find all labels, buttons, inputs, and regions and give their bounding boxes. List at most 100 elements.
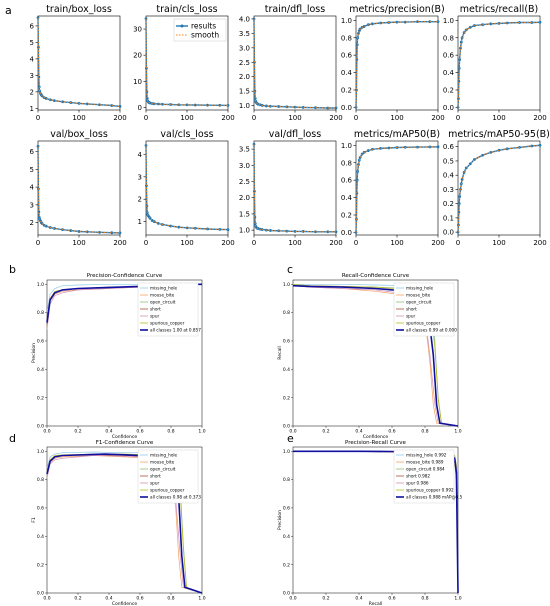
y-tick-label: 1 [30, 105, 34, 113]
results-point [314, 230, 317, 234]
y-tick-label: 0.8 [283, 310, 290, 316]
legend-label-3: short [150, 307, 161, 312]
x-tick-label: 0 [144, 239, 148, 247]
train-chart-9: metrics/mAP50-95(B) 0.0 0.1 0.2 0.3 0.4 0.5 0.6… [443, 129, 550, 247]
y-tick-label: 0.4 [283, 534, 290, 540]
y-tick-label: 6 [30, 22, 35, 30]
results-point [530, 21, 534, 24]
results-point [226, 104, 230, 107]
smooth-line [37, 146, 121, 234]
y-tick-label: 0.0 [37, 591, 44, 597]
results-point [387, 146, 391, 150]
smooth-line [37, 17, 121, 107]
y-tick-label: 0.2 [37, 562, 44, 568]
smooth-line [457, 144, 541, 233]
y-tick-label: 10 [133, 78, 142, 86]
x-tick-label: 0 [456, 239, 460, 247]
results-point [85, 102, 89, 106]
x-tick-label: 0.2 [74, 596, 81, 602]
results-point [293, 230, 297, 233]
panel-letter-c: c [287, 263, 293, 276]
results-point [110, 231, 114, 235]
y-tick-label: 2 [30, 219, 34, 227]
results-point [357, 32, 360, 35]
x-tick-label: 0.8 [421, 596, 428, 602]
x-tick-label: 0 [36, 114, 40, 122]
y-tick-label: 0.2 [341, 86, 352, 94]
results-point [497, 21, 501, 25]
results-point [177, 225, 181, 229]
y-tick-label: 0.0 [37, 424, 44, 430]
y-tick-label: 1.0 [239, 227, 250, 235]
y-axis-label: F1 [31, 517, 37, 523]
legend-label-0: missing_hole [150, 286, 178, 291]
y-tick-label: 0.4 [37, 367, 44, 373]
x-tick-label: 0.8 [421, 429, 428, 435]
y-tick-label: 2.0 [239, 73, 250, 81]
results-point [355, 43, 359, 47]
x-tick-label: 200 [431, 114, 444, 122]
x-tick-label: 200 [533, 114, 546, 122]
results-point [301, 230, 305, 233]
legend-label-5: spurious_copper [150, 321, 185, 326]
x-tick-label: 0.0 [43, 596, 50, 602]
y-tick-label: 3.5 [239, 146, 250, 154]
x-tick-label: 100 [180, 114, 193, 122]
chart-title: F1-Confidence Curve [96, 440, 154, 446]
y-tick-label: 20 [133, 52, 142, 60]
y-tick-label: 0.2 [283, 395, 290, 401]
y-tick-label: 0.8 [37, 477, 44, 483]
y-tick-label: 30 [133, 26, 142, 34]
results-point [145, 66, 148, 70]
chart-title: metrics/mAP50-95(B) [448, 129, 550, 140]
results-point [458, 195, 462, 198]
smooth-line [457, 21, 541, 108]
y-tick-label: 0.2 [37, 395, 44, 401]
legend-box [393, 282, 455, 337]
y-tick-label: 4 [138, 151, 143, 159]
y-tick-label: 2 [138, 196, 142, 204]
results-point [538, 143, 542, 147]
results-point [379, 146, 382, 150]
curve-chart-2: F1-Confidence Curve Confidence F1 0.0 0.2 0.4… [31, 440, 206, 606]
x-tick-label: 0 [36, 239, 40, 247]
train-chart-8: metrics/mAP50(B) 0.0 0.2 0.4 0.6 0.8 1.0 0 100 20… [341, 129, 445, 247]
y-tick-label: 0.2 [443, 86, 454, 94]
legend-box [137, 282, 199, 337]
results-point [355, 88, 358, 92]
y-tick-label: 1.0 [37, 449, 44, 455]
x-tick-label: 1.0 [454, 429, 461, 435]
legend-label-4: spur [150, 481, 159, 486]
x-tick-label: 1.0 [454, 596, 461, 602]
results-point [334, 106, 338, 110]
results-point [428, 20, 432, 24]
y-tick-label: 1.0 [37, 282, 44, 288]
panel-letter-d: d [9, 432, 16, 445]
chart-title: Recall-Confidence Curve [342, 273, 410, 279]
smooth-line [145, 145, 229, 231]
legend-label-4: spur [406, 314, 415, 319]
y-tick-label: 1.0 [283, 282, 290, 288]
x-tick-label: 0.2 [322, 596, 329, 602]
legend-label-6: all classes 0.988 mAP@0.5 [406, 495, 463, 500]
y-tick-label: 3.0 [239, 162, 250, 170]
legend-results-label: results [191, 22, 216, 31]
results-point [185, 226, 189, 230]
results-point [403, 20, 407, 24]
legend-label-2: open_circuit [406, 300, 432, 305]
plot-frame [253, 15, 337, 111]
x-tick-label: 100 [72, 239, 85, 247]
plot-frame [355, 140, 439, 236]
panel-letter-a: a [5, 4, 12, 17]
y-tick-label: 1 [138, 218, 142, 226]
y-tick-label: 4.0 [239, 15, 250, 23]
x-tick-label: 0.6 [388, 429, 395, 435]
plot-frame [37, 15, 121, 111]
legend-label-0: missing_hole [150, 453, 178, 458]
x-tick-label: 0.4 [105, 596, 112, 602]
legend-label-2: open_circuit 0.984 [406, 467, 445, 472]
y-axis-label: Recall [277, 346, 283, 359]
x-tick-label: 0 [354, 114, 358, 122]
y-tick-label: 1.5 [239, 210, 250, 218]
chart-title: val/dfl_loss [269, 129, 321, 140]
